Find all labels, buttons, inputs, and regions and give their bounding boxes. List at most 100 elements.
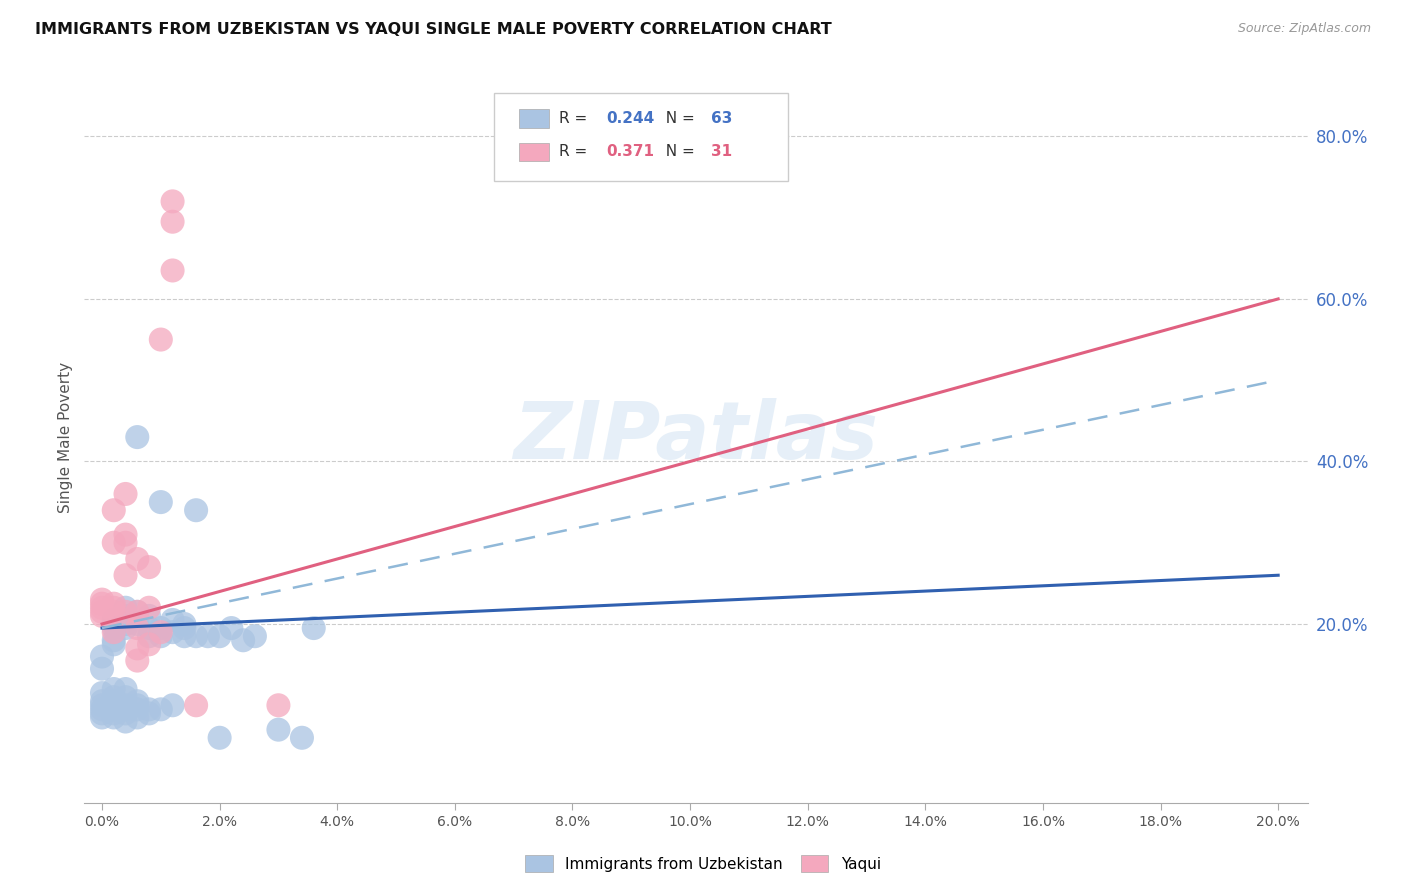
Point [91, 698, 114, 713]
Point [103, 597, 125, 611]
Point [138, 608, 160, 623]
Point [114, 608, 136, 623]
Point [267, 698, 290, 713]
Point [91, 686, 114, 700]
Point [103, 710, 125, 724]
Point [302, 621, 325, 635]
Point [221, 621, 243, 635]
Point [232, 633, 254, 648]
Text: 0.244: 0.244 [606, 111, 655, 126]
Point [91, 662, 114, 676]
Point [127, 605, 149, 619]
Text: 0.371: 0.371 [606, 145, 655, 160]
Point [114, 714, 136, 729]
Point [103, 535, 125, 549]
Point [162, 698, 184, 713]
Point [184, 503, 207, 517]
Y-axis label: Single Male Poverty: Single Male Poverty [58, 361, 73, 513]
Point [127, 605, 149, 619]
Text: R =: R = [560, 111, 592, 126]
Point [127, 617, 149, 632]
FancyBboxPatch shape [494, 94, 787, 181]
FancyBboxPatch shape [519, 110, 550, 128]
Text: ZIPatlas: ZIPatlas [513, 398, 879, 476]
Point [127, 654, 149, 668]
Point [127, 430, 149, 444]
Text: 63: 63 [710, 111, 733, 126]
Point [114, 702, 136, 716]
Legend: Immigrants from Uzbekistan, Yaqui: Immigrants from Uzbekistan, Yaqui [517, 847, 889, 880]
Point [91, 710, 114, 724]
Point [91, 608, 114, 623]
Point [162, 194, 184, 209]
Point [114, 698, 136, 713]
Point [127, 698, 149, 713]
Text: N =: N = [655, 111, 699, 126]
Point [103, 600, 125, 615]
Point [267, 723, 290, 737]
Point [162, 215, 184, 229]
Point [91, 702, 114, 716]
Point [127, 702, 149, 716]
Point [91, 592, 114, 607]
Point [103, 613, 125, 627]
Point [114, 487, 136, 501]
Point [149, 333, 172, 347]
Point [291, 731, 314, 745]
Point [173, 629, 195, 643]
Point [91, 605, 114, 619]
Point [173, 621, 195, 635]
Point [149, 625, 172, 640]
Text: N =: N = [655, 145, 699, 160]
Point [208, 629, 231, 643]
Point [114, 681, 136, 696]
Point [103, 694, 125, 708]
Point [103, 617, 125, 632]
Point [127, 552, 149, 566]
Point [103, 605, 125, 619]
Point [103, 698, 125, 713]
Point [114, 605, 136, 619]
Point [127, 641, 149, 656]
Point [138, 637, 160, 651]
Point [127, 621, 149, 635]
Point [103, 681, 125, 696]
Point [138, 629, 160, 643]
Point [114, 527, 136, 541]
Point [127, 710, 149, 724]
Point [114, 621, 136, 635]
Text: R =: R = [560, 145, 592, 160]
Point [184, 698, 207, 713]
Point [184, 629, 207, 643]
Point [114, 535, 136, 549]
Point [91, 649, 114, 664]
Point [138, 560, 160, 574]
Point [91, 706, 114, 721]
Point [103, 690, 125, 705]
Point [138, 702, 160, 716]
Point [91, 694, 114, 708]
Point [103, 706, 125, 721]
Point [138, 706, 160, 721]
Point [103, 503, 125, 517]
Point [162, 263, 184, 277]
Point [149, 702, 172, 716]
Point [149, 495, 172, 509]
Point [103, 621, 125, 635]
Point [149, 621, 172, 635]
Point [149, 629, 172, 643]
Point [103, 633, 125, 648]
Point [127, 694, 149, 708]
Point [208, 731, 231, 745]
Text: IMMIGRANTS FROM UZBEKISTAN VS YAQUI SINGLE MALE POVERTY CORRELATION CHART: IMMIGRANTS FROM UZBEKISTAN VS YAQUI SING… [35, 22, 832, 37]
Point [243, 629, 266, 643]
Point [103, 625, 125, 640]
Point [114, 690, 136, 705]
Point [138, 621, 160, 635]
Point [103, 702, 125, 716]
Point [162, 625, 184, 640]
Point [91, 597, 114, 611]
Point [114, 617, 136, 632]
Point [162, 613, 184, 627]
Point [114, 568, 136, 582]
